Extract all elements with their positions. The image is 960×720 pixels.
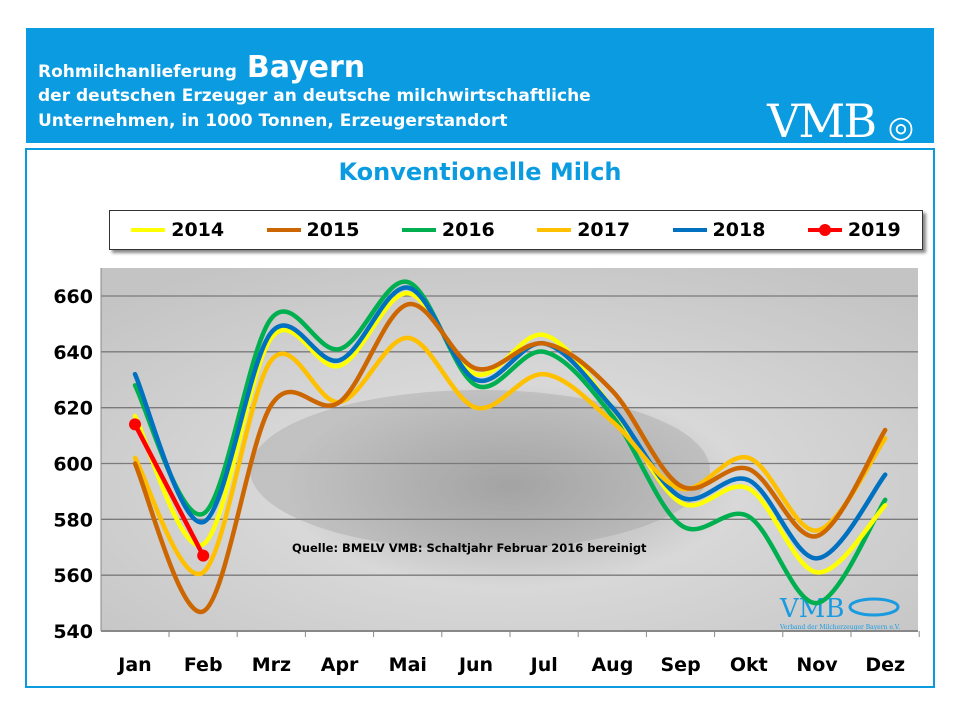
- legend-swatch: [807, 224, 842, 236]
- legend-label: 2018: [712, 219, 766, 241]
- y-tick-label: 620: [53, 398, 93, 420]
- legend-swatch: [537, 228, 572, 232]
- series-line-2018: [132, 285, 888, 561]
- legend-swatch: [401, 228, 436, 232]
- y-tick-label: 600: [53, 454, 93, 476]
- legend-item-2016: 2016: [401, 219, 495, 241]
- source-annotation: Quelle: BMELV VMB: Schaltjahr Februar 20…: [292, 541, 647, 555]
- legend-swatch: [131, 228, 166, 232]
- legend-label: 2019: [847, 219, 901, 241]
- x-tick-label: Mai: [389, 654, 427, 676]
- region-name: Bayern: [246, 50, 366, 85]
- y-tick-label: 660: [53, 286, 93, 308]
- legend-item-2015: 2015: [266, 219, 360, 241]
- legend-item-2014: 2014: [131, 219, 224, 241]
- legend-label: 2017: [577, 219, 631, 241]
- y-tick-label: 540: [53, 621, 93, 643]
- header-title: Rohmilchanlieferung Bayern: [38, 50, 366, 85]
- header-subtitle-1: der deutschen Erzeuger an deutsche milch…: [38, 86, 591, 106]
- series-line-2017: [132, 335, 888, 577]
- y-tick-label: 560: [53, 565, 93, 587]
- vmb-logo: VMB ◎: [767, 94, 914, 148]
- x-tick-label: Jan: [116, 654, 151, 676]
- vmb-watermark-logo: VMB: [779, 594, 845, 624]
- legend-item-2019: 2019: [807, 219, 901, 241]
- x-tick-label: Apr: [321, 654, 359, 676]
- vmb-watermark-subtitle: Verband der Milcherzeuger Bayern e.V.: [779, 624, 900, 631]
- x-tick-label: Aug: [591, 654, 633, 676]
- legend-swatch: [266, 228, 301, 232]
- legend-item-2018: 2018: [672, 219, 766, 241]
- milk-splash-shape: [250, 390, 710, 550]
- data-point-2019: [129, 418, 141, 431]
- chart-title: Konventionelle Milch: [338, 158, 622, 186]
- x-tick-label: Sep: [661, 654, 701, 676]
- y-tick-label: 640: [53, 342, 93, 364]
- vmb-watermark-icon: [848, 597, 900, 617]
- y-tick-label: 580: [53, 509, 93, 531]
- series-line-2015: [132, 302, 888, 614]
- header-subtitle-2: Unternehmen, in 1000 Tonnen, Erzeugersta…: [38, 111, 508, 131]
- series-line-2019: [132, 422, 206, 558]
- legend-label: 2015: [306, 219, 360, 241]
- x-tick-label: Dez: [865, 654, 905, 676]
- x-tick-label: Feb: [184, 654, 223, 676]
- legend-label: 2014: [171, 219, 225, 241]
- legend: 2014 2015 2016 2017 2018 2019: [109, 210, 923, 250]
- legend-label: 2016: [441, 219, 495, 241]
- series-line-2014: [132, 290, 888, 575]
- x-tick-label: Okt: [730, 654, 768, 676]
- legend-item-2017: 2017: [537, 219, 630, 241]
- x-tick-label: Nov: [796, 654, 838, 676]
- data-point-2019: [197, 549, 210, 562]
- header-banner: Rohmilchanlieferung Bayern der deutschen …: [26, 28, 934, 148]
- series-line-2016: [132, 279, 888, 606]
- x-tick-label: Jun: [457, 654, 493, 676]
- x-tick-label: Jul: [529, 654, 558, 676]
- x-tick-label: Mrz: [252, 654, 291, 676]
- legend-swatch: [672, 228, 707, 232]
